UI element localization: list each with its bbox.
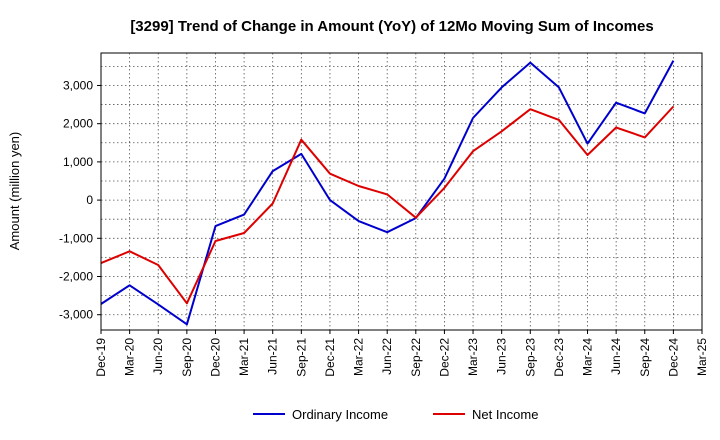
legend-item-ordinary-income: Ordinary Income (253, 407, 388, 422)
y-axis-label: Amount (million yen) (7, 132, 22, 251)
y-tick-label: 3,000 (63, 78, 93, 92)
plot-frame (100, 52, 703, 331)
x-tick-label: Sep-21 (294, 338, 308, 377)
x-tick-label: Sep-24 (638, 338, 652, 377)
x-tick-label: Mar-20 (123, 338, 137, 376)
x-tick-label: Mar-21 (237, 338, 251, 376)
x-tick-label: Dec-22 (437, 338, 451, 377)
y-tick-label: 1,000 (63, 155, 93, 169)
y-tick-label: 2,000 (63, 117, 93, 131)
x-tick-label: Sep-22 (409, 338, 423, 377)
x-tick-label: Jun-22 (380, 338, 394, 375)
x-tick-label: Mar-24 (581, 338, 595, 376)
x-tick-label: Mar-25 (695, 338, 709, 376)
x-tick-label: Mar-22 (352, 338, 366, 376)
chart-title: [3299] Trend of Change in Amount (YoY) o… (130, 18, 653, 35)
y-tick-label: -2,000 (59, 270, 93, 284)
x-tick-label: Dec-21 (323, 338, 337, 377)
x-tick-label: Jun-20 (151, 338, 165, 375)
x-tick-label: Mar-23 (466, 338, 480, 376)
x-tick-label: Jun-21 (266, 338, 280, 375)
series-layer (100, 60, 675, 326)
x-tick-label: Dec-23 (552, 338, 566, 377)
x-tick-label: Dec-24 (666, 338, 680, 377)
legend: Ordinary Income Net Income (253, 407, 538, 422)
legend-label: Ordinary Income (292, 407, 388, 422)
y-tick-label: -3,000 (59, 308, 93, 322)
legend-label: Net Income (472, 407, 538, 422)
x-tick-label: Sep-20 (180, 338, 194, 377)
grid-lines (100, 53, 703, 330)
x-tick-label: Jun-24 (609, 338, 623, 375)
plot-area (101, 53, 702, 330)
y-tick-label: 0 (86, 193, 93, 207)
y-tick-label: -1,000 (59, 231, 93, 245)
x-tick-label: Dec-19 (94, 338, 108, 377)
plot-background (101, 53, 702, 330)
x-tick-label: Sep-23 (523, 338, 537, 377)
x-tick-label: Dec-20 (208, 338, 222, 377)
x-tick-label: Jun-23 (495, 338, 509, 375)
axes: -3,000 -2,000 -1,000 0 1,000 2,000 3,000 Dec-19… (59, 52, 709, 377)
legend-item-net-income: Net Income (433, 407, 538, 422)
